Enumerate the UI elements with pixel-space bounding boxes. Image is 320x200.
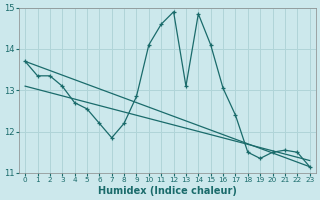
X-axis label: Humidex (Indice chaleur): Humidex (Indice chaleur): [98, 186, 237, 196]
